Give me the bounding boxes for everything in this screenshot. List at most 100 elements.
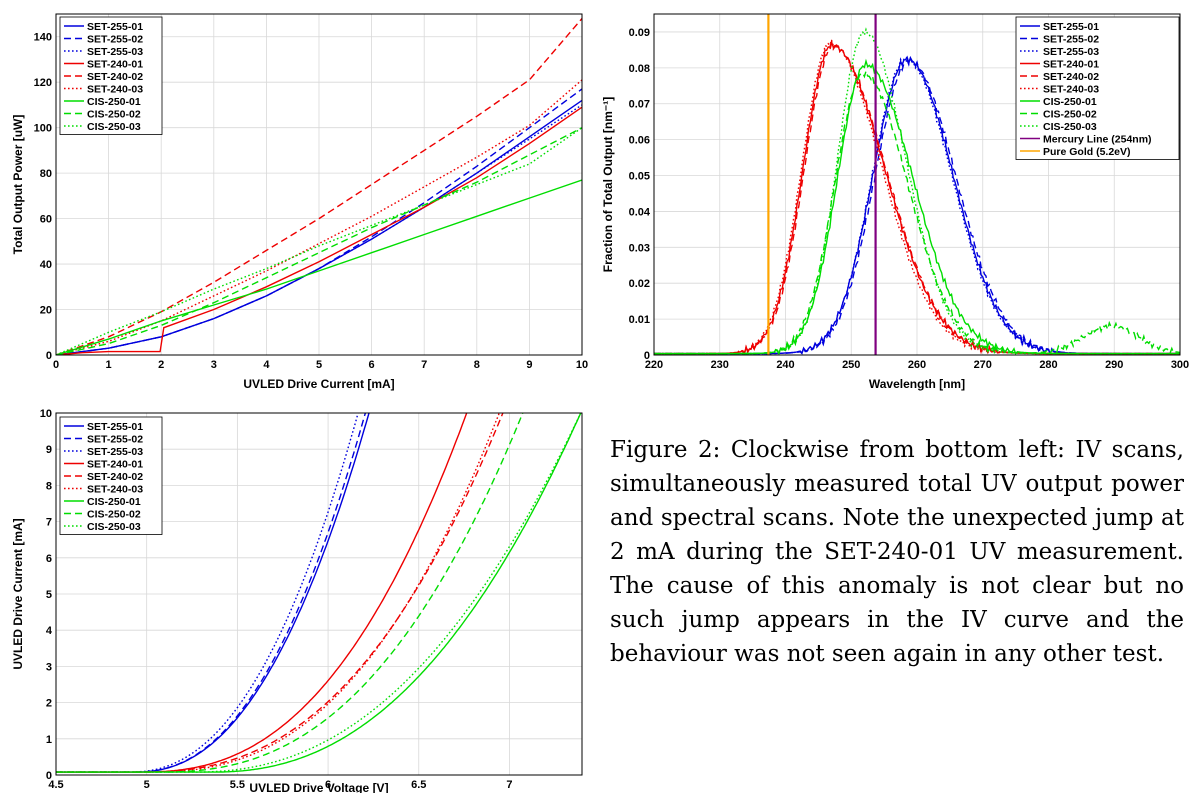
y-tick-label: 0.03 (629, 242, 650, 254)
plot-area (654, 14, 1180, 355)
legend-box (1015, 16, 1180, 160)
legend-entry: SET-240-03 (1043, 84, 1099, 96)
iv-chart: 4.5 5 5.5 6 6.5 7 0 1 2 3 4 5 6 7 8 9 10 UVLED Drive Volt… (11, 408, 583, 793)
series-line (56, 106, 582, 355)
series-line (56, 127, 582, 355)
y-tick-label: 0 (46, 770, 52, 782)
legend-entry: CIS-250-03 (1043, 121, 1097, 133)
series-line (654, 37, 1180, 355)
legend: SET-255-01SET-255-02SET-255-03SET-240-01… (59, 416, 163, 535)
x-tick-label: 8 (474, 359, 480, 371)
y-tick-label: 0.01 (629, 314, 650, 326)
y-tick-label: 8 (46, 480, 52, 492)
x-axis-label: Wavelength [nm] (869, 377, 965, 391)
legend: SET-255-01SET-255-02SET-255-03SET-240-01… (59, 16, 163, 135)
legend-entry: SET-255-01 (87, 421, 143, 433)
legend-entry: SET-240-01 (87, 459, 143, 471)
legend-entry: SET-255-02 (1043, 34, 1099, 46)
legend-entry: Pure Gold (5.2eV) (1043, 146, 1131, 158)
legend-entry: CIS-250-02 (87, 509, 141, 521)
y-tick-label: 0.04 (629, 206, 651, 218)
y-axis-label: UVLED Drive Current [mA] (11, 518, 25, 669)
legend-entry: CIS-250-03 (87, 121, 141, 133)
x-tick-label: 7 (506, 779, 512, 791)
x-tick-label: 5.5 (230, 779, 245, 791)
legend-entry: SET-255-02 (87, 434, 143, 446)
y-tick-label: 1 (46, 734, 52, 746)
x-tick-label: 4.5 (48, 779, 63, 791)
y-tick-label: 4 (46, 625, 53, 637)
legend-box (59, 16, 163, 135)
legend-entry: SET-255-01 (87, 21, 143, 33)
x-tick-label: 0 (53, 359, 59, 371)
legend-entry: CIS-250-02 (87, 109, 141, 121)
x-tick-label: 270 (974, 359, 992, 371)
y-tick-label: 140 (34, 32, 52, 44)
x-tick-label: 220 (645, 359, 663, 371)
legend-entry: SET-255-02 (87, 34, 143, 46)
series-line (56, 413, 582, 773)
y-tick-label: 0 (46, 350, 52, 362)
legend-entry: SET-240-02 (87, 71, 143, 83)
y-tick-label: 120 (34, 77, 52, 89)
y-tick-label: 0.09 (629, 27, 650, 39)
y-tick-label: 3 (46, 661, 52, 673)
y-tick-label: 0.07 (629, 99, 650, 111)
y-tick-label: 9 (46, 444, 52, 456)
series-line (56, 413, 504, 773)
y-tick-label: 0.06 (629, 135, 650, 147)
x-tick-label: 290 (1105, 359, 1123, 371)
legend-entry: SET-240-01 (1043, 59, 1099, 71)
legend-entry: Mercury Line (254nm) (1043, 134, 1152, 146)
legend-entry: CIS-250-01 (87, 496, 141, 508)
x-tick-label: 2 (158, 359, 164, 371)
legend-entry: SET-255-03 (87, 46, 143, 58)
y-tick-label: 7 (46, 517, 52, 529)
legend: SET-255-01SET-255-02SET-255-03SET-240-01… (1015, 16, 1180, 160)
legend-entry: SET-255-03 (1043, 46, 1099, 58)
legend-entry: CIS-250-01 (1043, 96, 1097, 108)
legend-entry: SET-255-03 (87, 446, 143, 458)
legend-entry: SET-255-01 (1043, 21, 1099, 33)
legend-entry: SET-240-02 (1043, 71, 1099, 83)
y-tick-label: 40 (40, 259, 52, 271)
x-axis-label: UVLED Drive Current [mA] (243, 377, 394, 391)
series-line (56, 179, 582, 355)
x-tick-label: 240 (776, 359, 794, 371)
plot-area (56, 413, 582, 773)
plot-frame (653, 13, 1181, 356)
series-line (56, 413, 524, 773)
y-tick-label: 20 (40, 305, 52, 317)
x-tick-label: 10 (576, 359, 588, 371)
x-tick-label: 300 (1171, 359, 1189, 371)
spectrum-chart: 220 230 240 250 260 270 280 290 300 0 0.01 0.02 0.03… (601, 13, 1189, 391)
series-line (654, 27, 1180, 355)
x-tick-label: 1 (106, 359, 112, 371)
x-tick-label: 3 (211, 359, 217, 371)
x-tick-label: 6.5 (411, 779, 426, 791)
x-tick-label: 7 (421, 359, 427, 371)
y-tick-label: 80 (40, 168, 52, 180)
series-line (56, 413, 367, 773)
y-tick-label: 0.05 (629, 171, 650, 183)
x-tick-label: 4 (263, 359, 270, 371)
legend-entry: SET-240-02 (87, 471, 143, 483)
x-tick-label: 230 (711, 359, 729, 371)
legend-entry: SET-240-03 (87, 84, 143, 96)
plot-frame (55, 412, 583, 776)
series-line (56, 127, 582, 355)
legend-entry: CIS-250-02 (1043, 109, 1097, 121)
plot-area (56, 18, 582, 355)
y-tick-label: 6 (46, 553, 52, 565)
x-axis-label: UVLED Drive Voltage [V] (249, 781, 388, 793)
x-tick-label: 260 (908, 359, 926, 371)
legend-entry: SET-240-03 (87, 484, 143, 496)
legend-entry: CIS-250-03 (87, 521, 141, 533)
legend-entry: CIS-250-01 (87, 96, 141, 108)
series-line (56, 18, 582, 355)
x-tick-label: 6 (325, 779, 331, 791)
y-tick-label: 100 (34, 123, 52, 135)
y-tick-label: 2 (46, 698, 52, 710)
series-line (56, 104, 582, 355)
